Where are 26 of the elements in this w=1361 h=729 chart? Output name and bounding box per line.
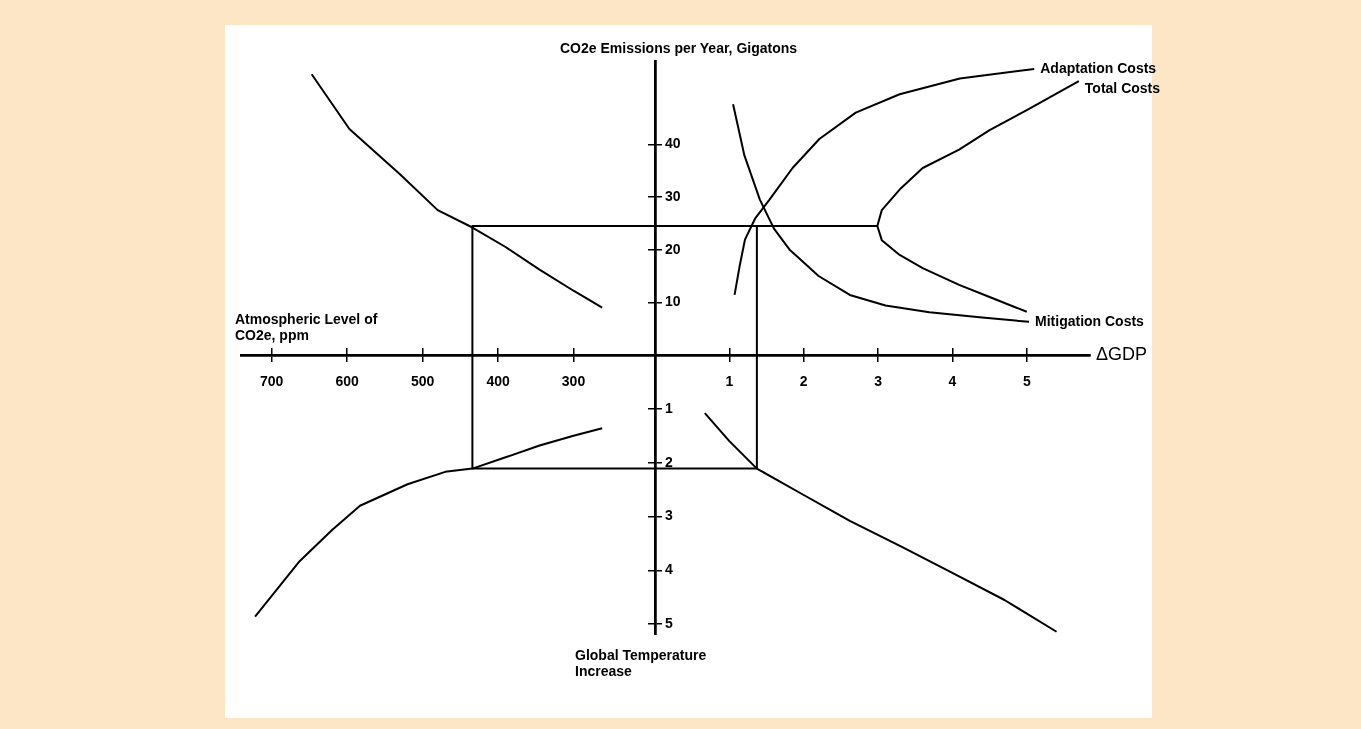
x-tick-label: 5 bbox=[1022, 373, 1031, 390]
x-tick-label: 4 bbox=[948, 373, 957, 390]
y-tick-label: 1 bbox=[665, 399, 673, 416]
x-tick-label: 400 bbox=[486, 373, 510, 390]
x-tick-label: 500 bbox=[410, 373, 435, 390]
x-tick-label: 3 bbox=[874, 373, 883, 390]
y-axis-title: CO2e Emissions per Year, Gigatons bbox=[560, 40, 798, 56]
series-label: Adaptation Costs bbox=[1040, 59, 1157, 76]
y-tick-label: 30 bbox=[665, 187, 681, 204]
x-tick-label: 600 bbox=[335, 373, 360, 390]
y-tick-label: 5 bbox=[665, 615, 673, 632]
x-tick-label: 2 bbox=[799, 373, 808, 390]
x-tick-label: 300 bbox=[561, 373, 586, 390]
x-tick-label: 1 bbox=[725, 373, 734, 390]
x-axis-title: ΔGDP bbox=[1096, 344, 1148, 365]
y-tick-label: 3 bbox=[665, 507, 673, 524]
y-tick-label: 4 bbox=[665, 561, 673, 578]
y-tick-label: 20 bbox=[665, 240, 681, 257]
y-axis-title: Global Temperature Increase bbox=[575, 647, 708, 679]
y-tick-label: 40 bbox=[665, 135, 681, 152]
x-tick-label: 700 bbox=[260, 373, 284, 390]
y-tick-label: 10 bbox=[665, 293, 681, 310]
series-label: Mitigation Costs bbox=[1035, 312, 1145, 329]
series-label: Total Costs bbox=[1084, 79, 1161, 96]
x-axis-title: Atmospheric Level of CO2e, ppm bbox=[235, 311, 379, 343]
y-tick-label: 2 bbox=[665, 453, 673, 470]
